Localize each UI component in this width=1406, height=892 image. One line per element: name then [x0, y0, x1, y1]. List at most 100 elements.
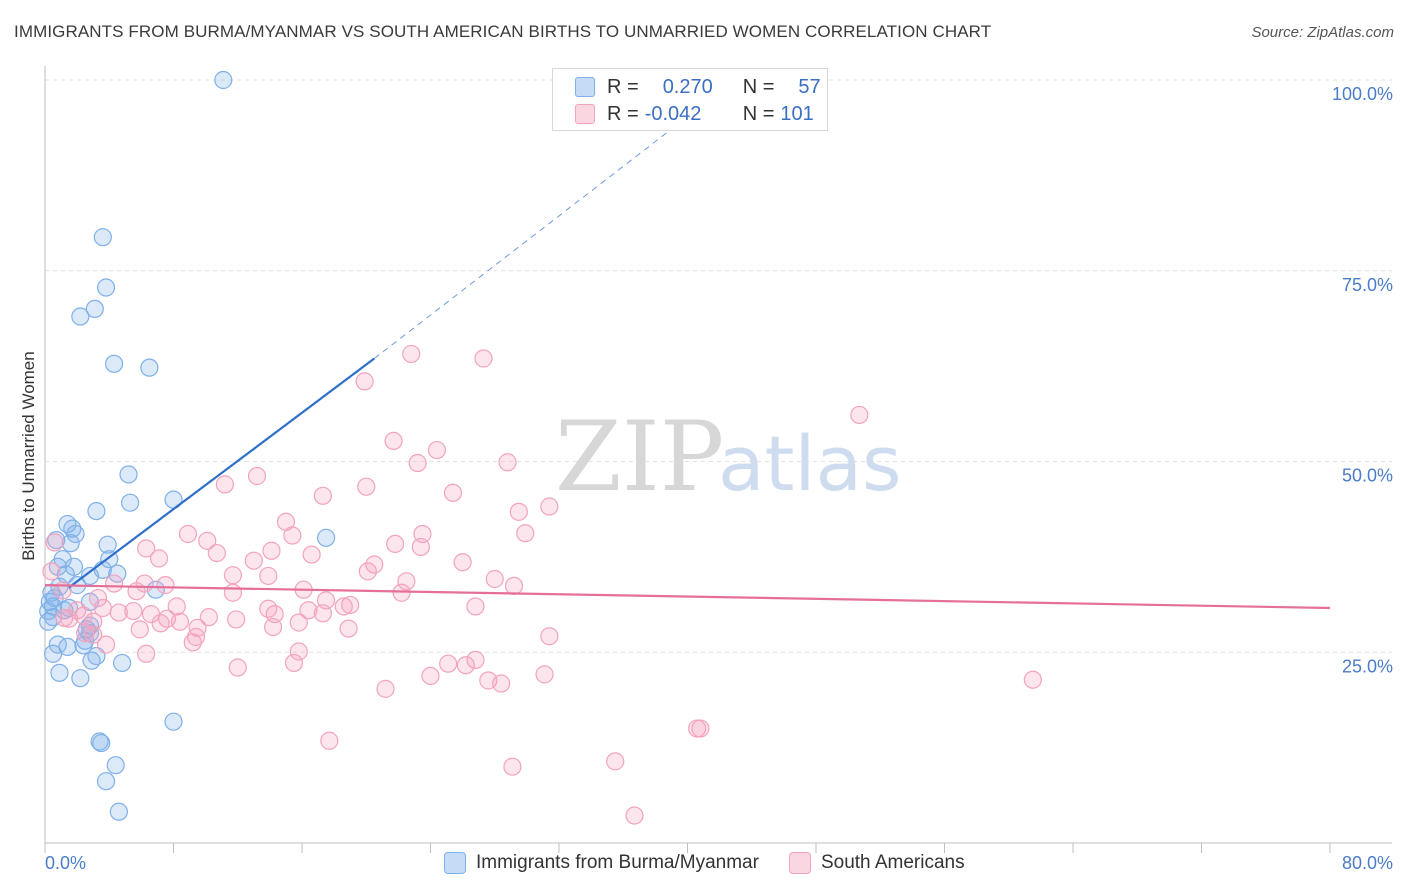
- point-south-americans: [625, 806, 644, 825]
- y-tick-label: 75.0%: [1342, 275, 1393, 295]
- point-south-americans: [397, 572, 416, 591]
- series-swatch-south-americans: [788, 852, 811, 874]
- point-south-americans: [485, 569, 504, 589]
- point-south-americans: [443, 483, 463, 502]
- point-burma: [93, 228, 112, 247]
- y-tick-label: 100.0%: [1332, 84, 1393, 104]
- y-tick-labels: 25.0% 50.0% 75.0% 100.0%: [1332, 84, 1393, 676]
- point-south-americans: [156, 576, 175, 595]
- point-south-americans: [1023, 670, 1042, 689]
- point-south-americans: [358, 562, 377, 581]
- point-south-americans: [341, 595, 360, 615]
- point-south-americans: [247, 466, 267, 486]
- point-south-americans: [299, 601, 318, 620]
- trend-line-burma: [68, 357, 375, 589]
- legend-swatch-south-americans: [575, 104, 595, 124]
- trend-line-south-americans: [44, 584, 1331, 610]
- point-south-americans: [84, 625, 103, 644]
- point-south-americans: [376, 679, 395, 698]
- point-burma: [121, 493, 140, 512]
- point-burma: [96, 772, 116, 791]
- legend-r-value: 0.270: [662, 75, 713, 98]
- point-south-americans: [302, 545, 321, 564]
- point-burma: [87, 501, 106, 521]
- legend-r-label: R =: [607, 75, 639, 98]
- point-burma: [80, 566, 100, 586]
- stats-legend: R = 0.270 N = 57 R = -0.042 N = 101: [552, 68, 828, 131]
- point-south-americans: [178, 524, 198, 544]
- point-south-americans: [55, 608, 74, 628]
- point-burma: [39, 612, 58, 631]
- point-south-americans: [130, 620, 149, 639]
- point-burma: [146, 580, 165, 599]
- legend-n-value: 57: [798, 75, 821, 98]
- point-burma: [92, 733, 111, 753]
- point-south-americans: [198, 531, 217, 550]
- series-legend: Immigrants from Burma/Myanmar South Amer…: [444, 852, 995, 874]
- point-burma: [63, 519, 82, 538]
- point-south-americans: [289, 642, 308, 661]
- point-burma: [214, 70, 233, 90]
- point-burma: [71, 669, 90, 688]
- point-south-americans: [413, 524, 432, 544]
- x-tick-labels: 0.0% 80.0%: [45, 853, 1393, 873]
- point-south-americans: [439, 654, 458, 673]
- point-south-americans: [45, 533, 64, 552]
- point-south-americans: [109, 603, 128, 622]
- point-burma: [316, 528, 336, 547]
- point-south-americans: [402, 344, 421, 364]
- point-south-americans: [386, 534, 405, 554]
- point-burma: [104, 354, 124, 373]
- y-tick-label: 25.0%: [1342, 656, 1393, 676]
- point-south-americans: [88, 588, 108, 608]
- legend-n-value: 101: [780, 102, 814, 125]
- point-south-americans: [453, 553, 472, 572]
- point-south-americans: [509, 502, 528, 521]
- point-south-americans: [392, 583, 411, 602]
- watermark-zip: ZIP: [555, 401, 724, 513]
- point-south-americans: [283, 526, 302, 545]
- point-south-americans: [421, 666, 440, 686]
- point-burma: [66, 524, 85, 544]
- y-tick-label: 50.0%: [1342, 466, 1393, 486]
- point-south-americans: [492, 674, 511, 693]
- point-south-americans: [42, 562, 61, 581]
- legend-r-label: R =: [607, 102, 639, 125]
- point-south-americans: [540, 627, 559, 646]
- point-burma: [109, 802, 128, 821]
- point-south-americans: [137, 644, 156, 663]
- series-label-south-americans: South Americans: [820, 852, 965, 873]
- point-south-americans: [339, 619, 358, 638]
- point-south-americans: [183, 633, 202, 652]
- point-burma: [106, 756, 125, 775]
- point-south-americans: [850, 405, 869, 425]
- point-south-americans: [263, 617, 283, 637]
- point-burma: [164, 712, 183, 731]
- trend-lines: [44, 110, 1331, 610]
- point-south-americans: [199, 608, 218, 627]
- point-south-americans: [186, 627, 206, 647]
- point-south-americans: [96, 635, 116, 654]
- point-south-americans: [284, 653, 304, 673]
- point-south-americans: [227, 610, 246, 629]
- point-south-americans: [498, 453, 517, 472]
- legend-r-value: -0.042: [644, 102, 702, 125]
- point-burma: [55, 601, 74, 620]
- point-south-americans: [357, 477, 376, 496]
- point-south-americans: [188, 618, 207, 637]
- series-legend-south-americans[interactable]: South Americans: [788, 852, 965, 874]
- watermark-atlas: atlas: [718, 419, 902, 508]
- point-south-americans: [466, 650, 485, 669]
- point-south-americans: [104, 574, 124, 593]
- point-burma: [50, 663, 69, 682]
- series-label-burma: Immigrants from Burma/Myanmar: [476, 852, 759, 873]
- series-legend-burma[interactable]: Immigrants from Burma/Myanmar: [444, 852, 759, 874]
- point-south-americans: [149, 549, 169, 568]
- legend-n-label: N =: [742, 102, 775, 125]
- point-burma: [71, 307, 90, 326]
- point-burma: [119, 465, 138, 484]
- point-south-americans: [408, 453, 427, 473]
- point-south-americans: [228, 658, 247, 677]
- legend-n-label: N =: [742, 75, 775, 98]
